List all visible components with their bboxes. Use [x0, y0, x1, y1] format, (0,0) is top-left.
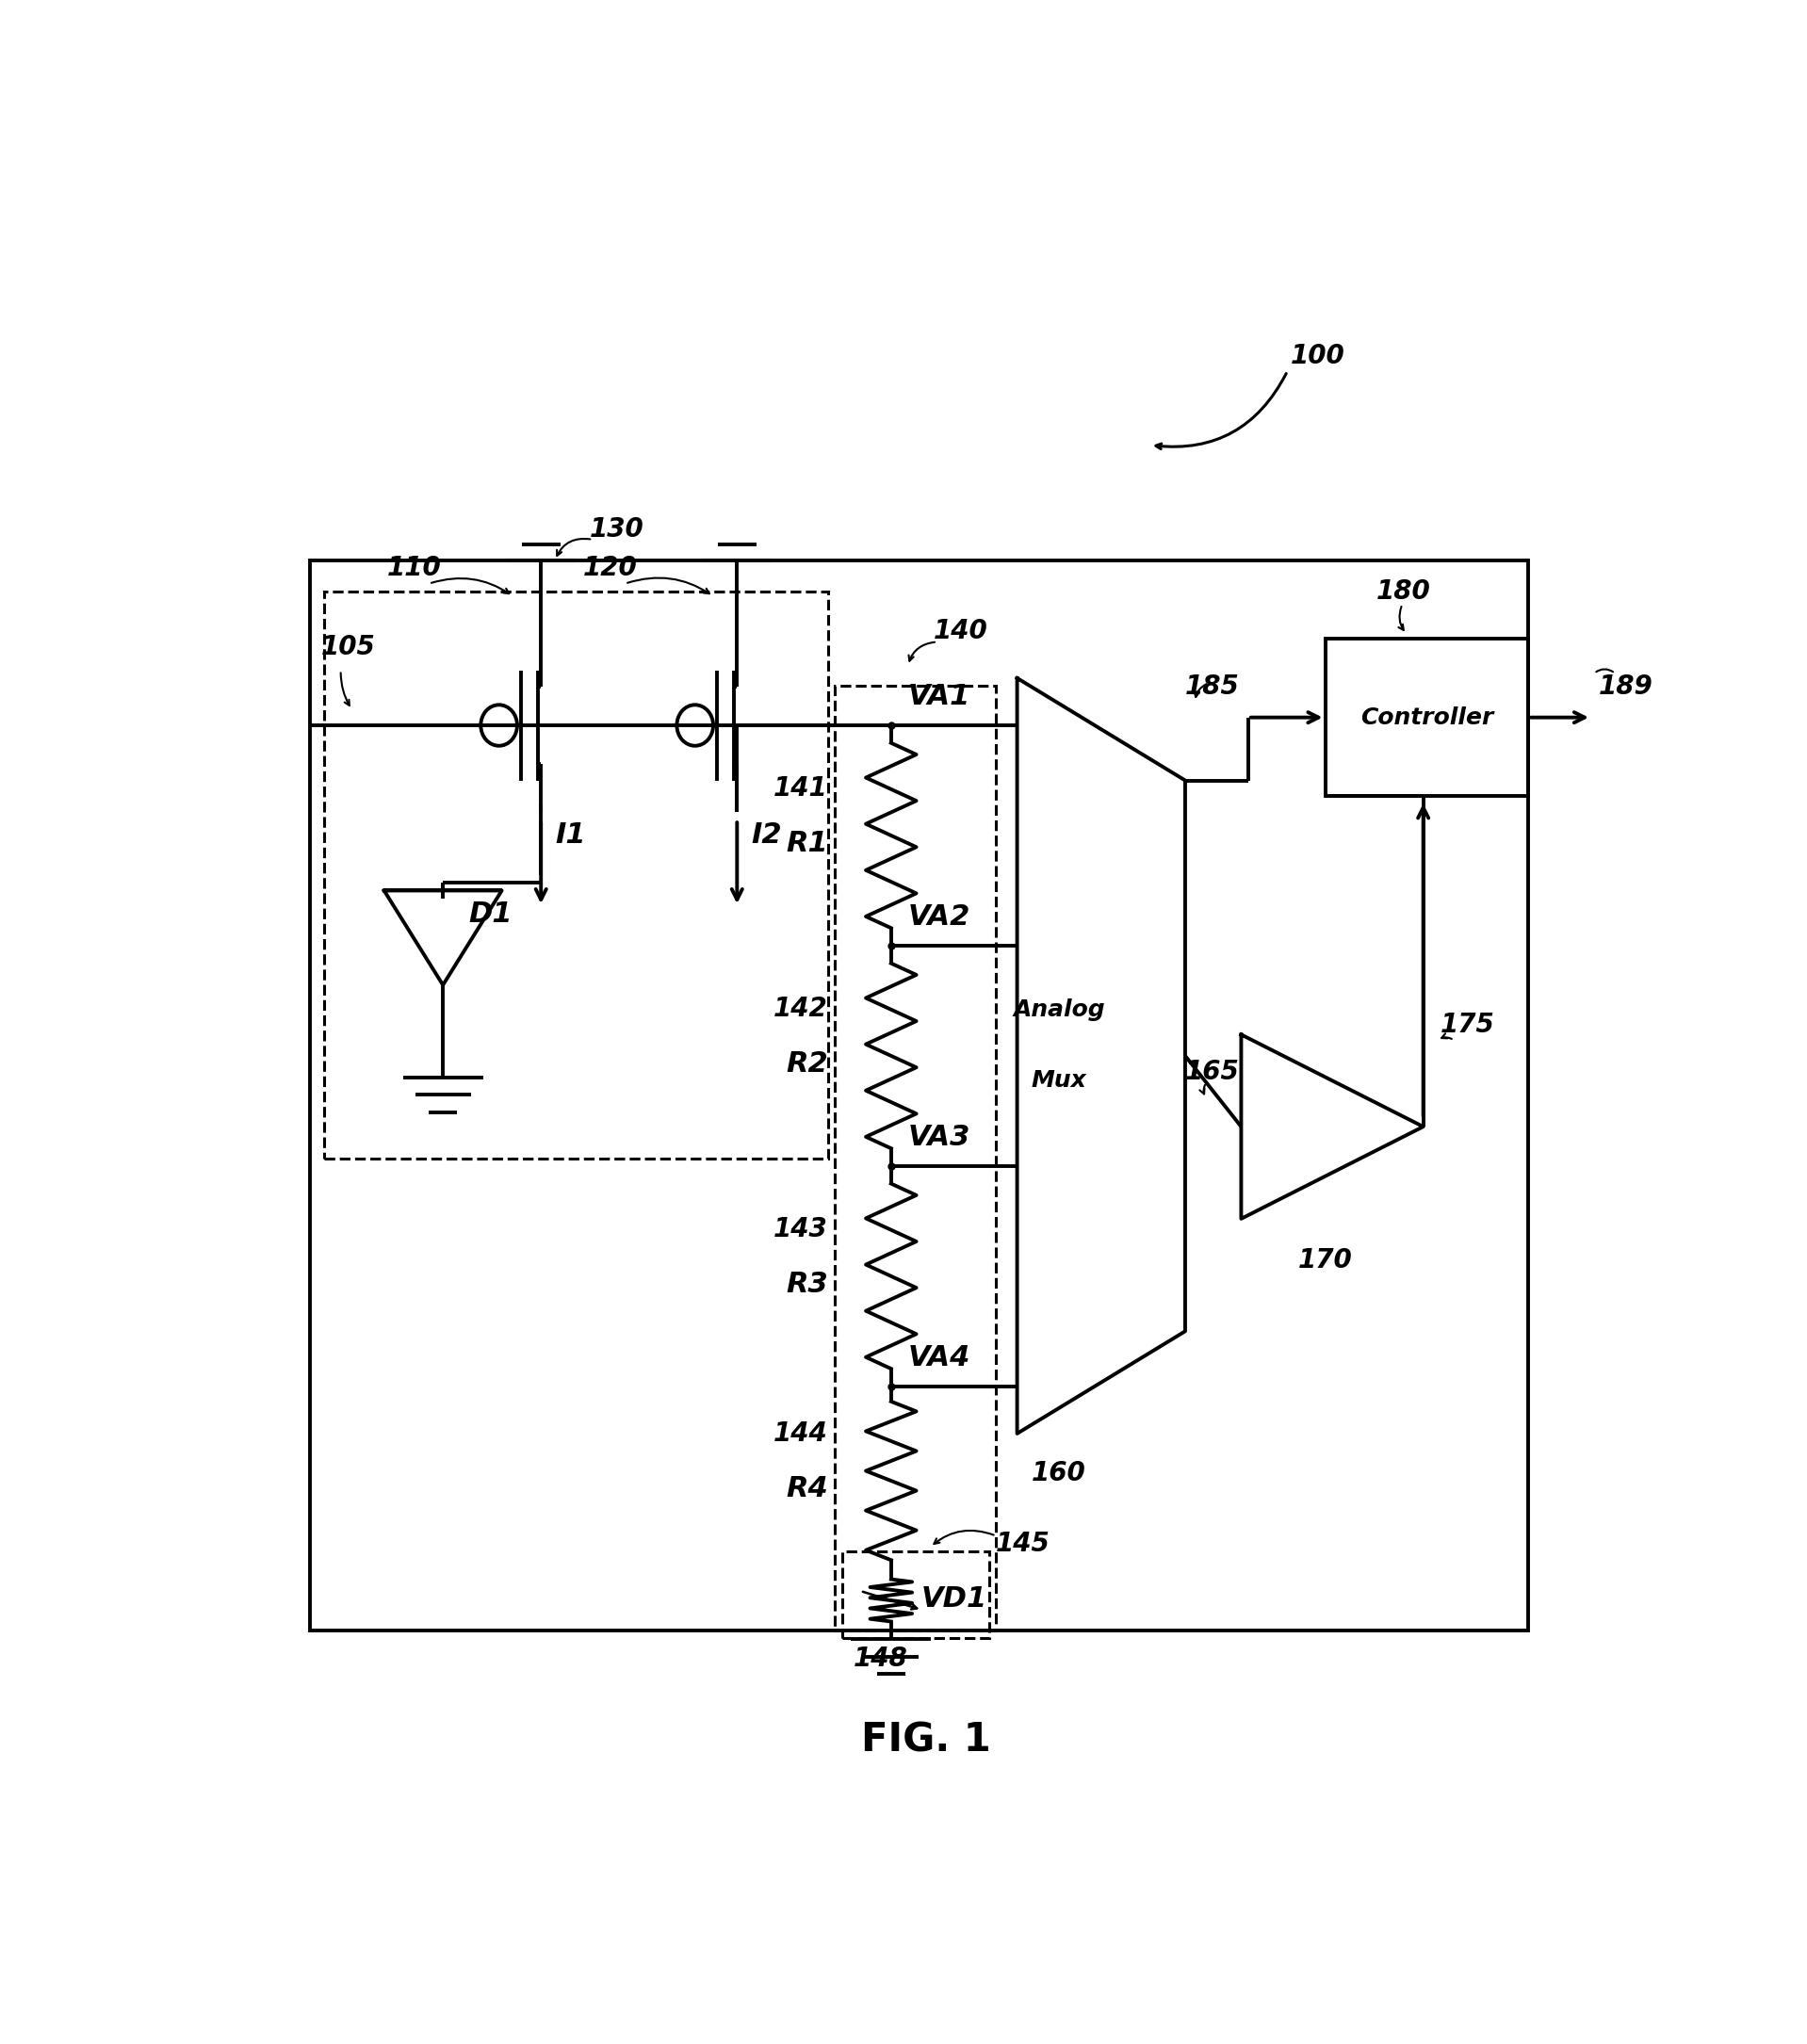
- Text: 148: 148: [853, 1645, 907, 1672]
- Text: Mux: Mux: [1032, 1069, 1086, 1091]
- Text: 175: 175: [1440, 1012, 1494, 1038]
- Text: 143: 143: [773, 1216, 828, 1243]
- Text: R3: R3: [786, 1269, 828, 1298]
- Text: 110: 110: [387, 556, 441, 580]
- Bar: [323, 591, 828, 1159]
- Text: VA4: VA4: [907, 1345, 970, 1372]
- Text: FIG. 1: FIG. 1: [862, 1721, 990, 1760]
- Text: Controller: Controller: [1361, 705, 1493, 730]
- Text: 140: 140: [932, 617, 987, 644]
- Text: VA1: VA1: [907, 683, 970, 711]
- Text: I1: I1: [555, 822, 585, 848]
- Text: 130: 130: [591, 515, 645, 542]
- Text: 185: 185: [1185, 672, 1240, 699]
- Text: VA3: VA3: [907, 1124, 970, 1151]
- Text: VD1: VD1: [922, 1584, 987, 1613]
- Bar: [311, 560, 1529, 1631]
- Text: R1: R1: [786, 830, 828, 856]
- Text: D1: D1: [468, 901, 511, 928]
- Text: 145: 145: [996, 1531, 1050, 1558]
- Text: 170: 170: [1297, 1247, 1352, 1273]
- Text: 120: 120: [584, 556, 638, 580]
- Text: R2: R2: [786, 1051, 828, 1077]
- Bar: [1325, 638, 1529, 795]
- Text: I2: I2: [752, 822, 782, 848]
- Text: 141: 141: [773, 775, 828, 801]
- Text: 144: 144: [773, 1421, 828, 1447]
- Text: 105: 105: [322, 634, 376, 660]
- Bar: [835, 687, 996, 1631]
- Text: 142: 142: [773, 995, 828, 1022]
- Text: 165: 165: [1185, 1059, 1240, 1085]
- Text: Analog: Analog: [1014, 1000, 1106, 1022]
- Text: 189: 189: [1599, 672, 1653, 699]
- Text: 160: 160: [1032, 1459, 1086, 1486]
- Text: VA2: VA2: [907, 903, 970, 930]
- Text: R4: R4: [786, 1476, 828, 1502]
- Text: 100: 100: [1290, 343, 1344, 370]
- Text: 180: 180: [1375, 578, 1431, 605]
- Bar: [842, 1551, 988, 1637]
